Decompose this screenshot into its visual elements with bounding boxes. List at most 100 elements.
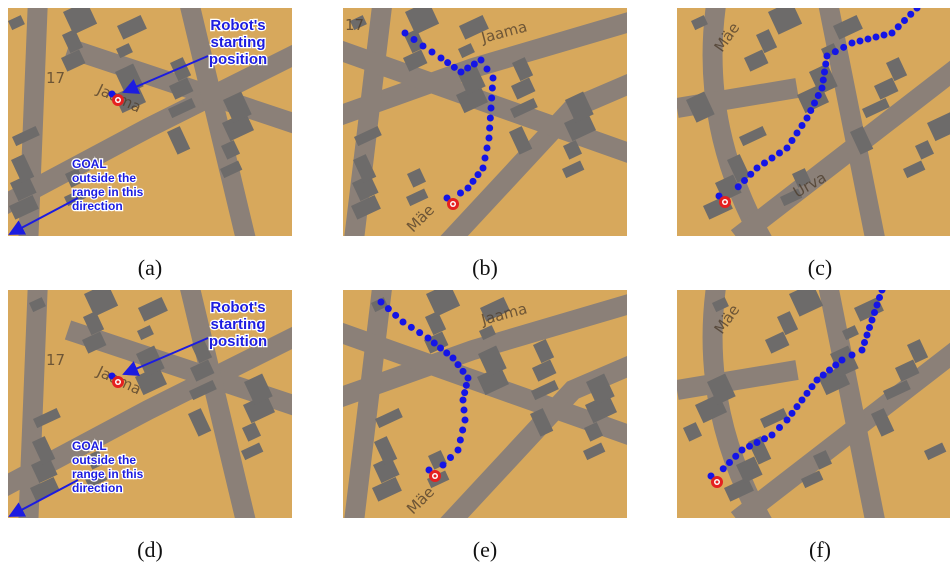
path-point bbox=[849, 40, 856, 47]
path-point bbox=[811, 100, 818, 107]
path-point bbox=[471, 61, 478, 68]
robot-marker-dot bbox=[724, 201, 727, 204]
path-point bbox=[866, 324, 873, 331]
robot-marker-dot bbox=[117, 381, 120, 384]
path-point bbox=[489, 85, 496, 92]
path-point bbox=[732, 453, 739, 460]
path-point bbox=[451, 64, 458, 71]
start-annotation: starting bbox=[210, 316, 265, 333]
path-point bbox=[465, 375, 472, 382]
path-point bbox=[470, 178, 477, 185]
panel-caption: (e) bbox=[473, 537, 497, 562]
path-point bbox=[914, 5, 921, 12]
path-point bbox=[789, 410, 796, 417]
figure: 17JaamaRobot'sstartingpositionGOALoutsid… bbox=[0, 0, 950, 564]
path-point bbox=[824, 53, 831, 60]
path-point bbox=[804, 115, 811, 122]
path-point bbox=[488, 95, 495, 102]
path-point bbox=[461, 389, 468, 396]
path-point bbox=[438, 55, 445, 62]
path-point bbox=[784, 145, 791, 152]
path-point bbox=[747, 171, 754, 178]
robot-marker-dot bbox=[452, 203, 455, 206]
path-point bbox=[443, 350, 450, 357]
path-point bbox=[807, 107, 814, 114]
goal-annotation: range in this bbox=[72, 467, 144, 481]
path-point bbox=[463, 382, 470, 389]
path-point bbox=[776, 424, 783, 431]
path-point bbox=[480, 165, 487, 172]
path-point bbox=[873, 34, 880, 41]
path-point bbox=[411, 36, 418, 43]
path-point bbox=[849, 352, 856, 359]
path-point bbox=[819, 85, 826, 92]
path-point bbox=[784, 417, 791, 424]
path-point bbox=[457, 190, 464, 197]
path-point bbox=[484, 66, 491, 73]
path-point bbox=[820, 77, 827, 84]
path-point bbox=[871, 309, 878, 316]
path-point bbox=[804, 390, 811, 397]
map-panel: 17JaamaRobot'sstartingpositionGOALoutsid… bbox=[0, 280, 308, 530]
panel-caption: (f) bbox=[809, 537, 831, 562]
path-point bbox=[482, 155, 489, 162]
path-point bbox=[865, 36, 872, 43]
start-annotation: position bbox=[209, 333, 267, 350]
path-point bbox=[437, 345, 444, 352]
path-point bbox=[754, 165, 761, 172]
path-point bbox=[859, 347, 866, 354]
path-point bbox=[746, 443, 753, 450]
map-label: 17 bbox=[46, 69, 65, 87]
path-point bbox=[425, 335, 432, 342]
robot-marker-dot bbox=[434, 475, 437, 478]
path-point bbox=[821, 69, 828, 76]
path-point bbox=[429, 49, 436, 56]
path-point bbox=[832, 48, 839, 55]
path-point bbox=[889, 30, 896, 37]
path-point bbox=[761, 435, 768, 442]
path-point bbox=[794, 130, 801, 137]
path-point bbox=[879, 287, 886, 294]
path-point bbox=[864, 332, 871, 339]
path-point bbox=[874, 302, 881, 309]
path-point bbox=[475, 171, 482, 178]
path-point bbox=[820, 372, 827, 379]
panel-caption: (c) bbox=[808, 255, 832, 280]
path-point bbox=[487, 115, 494, 122]
path-point bbox=[440, 462, 447, 469]
path-point bbox=[776, 150, 783, 157]
path-point bbox=[822, 61, 829, 68]
map-panel: MäeUrva bbox=[677, 0, 950, 248]
path-point bbox=[769, 155, 776, 162]
path-point bbox=[416, 329, 423, 336]
path-point bbox=[450, 355, 457, 362]
start-annotation: position bbox=[209, 51, 267, 68]
path-point bbox=[461, 407, 468, 414]
path-point bbox=[460, 397, 467, 404]
path-point bbox=[789, 137, 796, 144]
path-point bbox=[720, 465, 727, 472]
path-point bbox=[402, 30, 409, 37]
path-point bbox=[458, 69, 465, 76]
map-label: 17 bbox=[345, 16, 364, 34]
path-point bbox=[726, 459, 733, 466]
path-point bbox=[739, 447, 746, 454]
goal-annotation: direction bbox=[72, 481, 123, 495]
path-point bbox=[455, 447, 462, 454]
path-point bbox=[794, 403, 801, 410]
path-point bbox=[447, 454, 454, 461]
map-label: 17 bbox=[46, 351, 65, 369]
path-point bbox=[385, 305, 392, 312]
path-point bbox=[907, 11, 914, 18]
path-point bbox=[465, 185, 472, 192]
map-panel: 17JaamaRobot'sstartingpositionGOALoutsid… bbox=[0, 0, 308, 248]
path-point bbox=[392, 312, 399, 319]
panel-caption: (a) bbox=[138, 255, 162, 280]
path-point bbox=[400, 319, 407, 326]
path-point bbox=[809, 383, 816, 390]
path-point bbox=[484, 145, 491, 152]
path-point bbox=[462, 417, 469, 424]
path-point bbox=[839, 357, 846, 364]
start-annotation: Robot's bbox=[210, 17, 265, 34]
